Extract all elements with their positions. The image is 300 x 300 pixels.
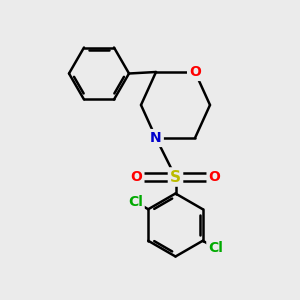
Text: Cl: Cl: [128, 195, 143, 209]
Text: O: O: [130, 170, 142, 184]
Text: S: S: [170, 169, 181, 184]
Text: O: O: [189, 65, 201, 79]
Text: Cl: Cl: [208, 241, 223, 255]
Text: N: N: [150, 131, 162, 145]
Text: O: O: [208, 170, 220, 184]
